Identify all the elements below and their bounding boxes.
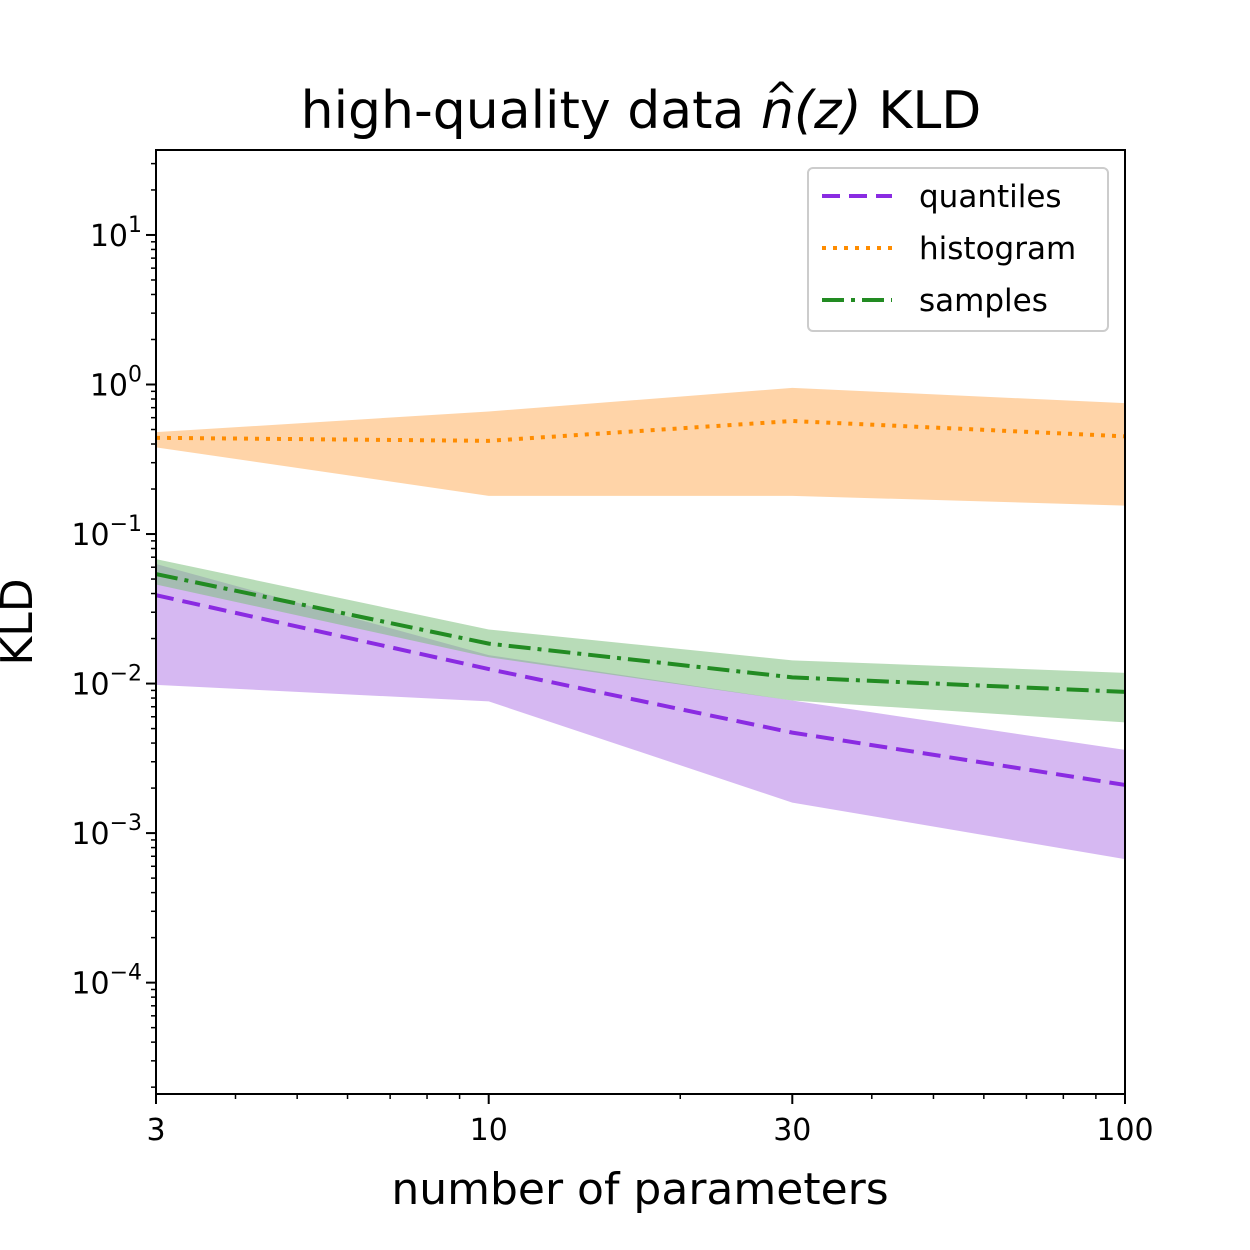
chart-title-math-base: n	[761, 81, 794, 141]
y-tick-label: 101	[90, 213, 142, 254]
y-axis-title: KLD	[0, 578, 43, 665]
x-tick-label-3: 3	[146, 1113, 165, 1148]
series-line-quantiles	[155, 593, 1126, 787]
chart-title: high-quality data n(z) KLD	[301, 81, 982, 141]
chart-title-hat: ^	[765, 75, 799, 121]
legend: quantiles histogram samples	[807, 167, 1109, 332]
legend-frame	[807, 167, 1109, 332]
series-line-samples	[155, 572, 1126, 694]
y-tick-label: 10−1	[71, 512, 142, 553]
chart-title-text: high-quality data	[301, 81, 761, 141]
y-axis: 10−4 10−3 10−2 10−1 100 101	[71, 162, 156, 1088]
y-tick-label: 100	[90, 363, 142, 404]
y-tick-label: 10−4	[71, 961, 142, 1002]
series-lines	[155, 419, 1126, 787]
x-tick-label-10: 10	[470, 1113, 508, 1148]
legend-label-samples: samples	[919, 283, 1048, 319]
x-tick-label-30: 30	[773, 1113, 811, 1148]
legend-label-quantiles: quantiles	[919, 179, 1062, 215]
y-tick-label: 10−2	[71, 662, 142, 703]
x-axis-title: number of parameters	[391, 1164, 888, 1215]
plot-frame	[155, 149, 1126, 1095]
band-histogram	[156, 387, 1125, 506]
y-tick-label: 10−3	[71, 811, 142, 852]
x-axis: 3 10 30 100	[146, 1094, 1154, 1148]
legend-label-histogram: histogram	[919, 231, 1076, 267]
x-tick-label-100: 100	[1096, 1113, 1153, 1148]
chart-title-suffix: KLD	[862, 81, 982, 141]
chart-title-math-arg: (z)	[794, 81, 862, 141]
band-quantiles	[156, 564, 1125, 860]
series-line-histogram	[155, 419, 1126, 443]
